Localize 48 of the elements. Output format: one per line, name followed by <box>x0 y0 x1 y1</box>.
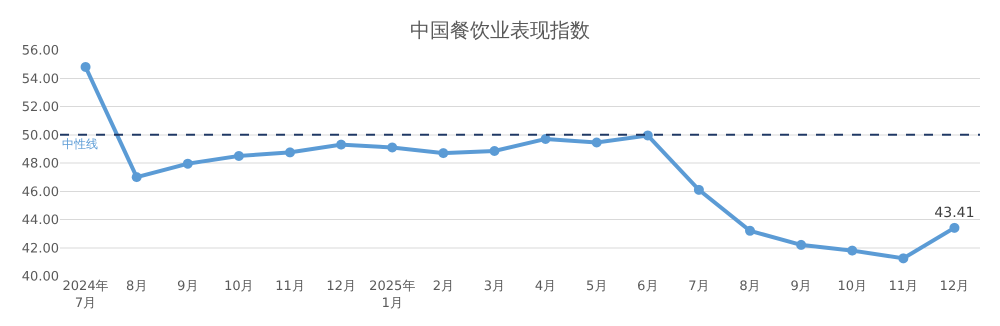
point <box>132 172 142 182</box>
x-tick-label: 7月 <box>688 279 710 294</box>
point <box>234 150 244 161</box>
point <box>949 222 960 233</box>
x-tick-label: 3月 <box>484 279 506 294</box>
y-tick-label: 42.00 <box>22 241 59 256</box>
y-tick-label: 40.00 <box>22 270 59 285</box>
y-tick-label: 50.00 <box>22 128 59 144</box>
y-tick-label: 46.00 <box>22 184 59 200</box>
point <box>796 240 806 250</box>
y-tick-label: 52.00 <box>22 100 59 116</box>
y-tick-label: 54.00 <box>22 72 59 87</box>
x-tick-label: 6月 <box>637 279 658 294</box>
point <box>642 130 653 140</box>
x-tick-label: 10月 <box>224 279 254 294</box>
point <box>592 138 602 148</box>
x-tick-label: 2024年 7月 <box>62 279 109 311</box>
point <box>898 253 908 264</box>
y-tick-label: 48.00 <box>22 156 59 172</box>
x-tick-label: 5月 <box>586 279 608 294</box>
x-tick-label: 10月 <box>837 279 867 294</box>
x-tick-label: 11月 <box>888 279 918 294</box>
point <box>336 140 346 150</box>
point <box>847 246 858 256</box>
x-tick-label: 11月 <box>275 279 305 294</box>
x-tick-label: 2025年 1月 <box>369 279 416 311</box>
x-tick-label: 8月 <box>739 279 761 294</box>
point <box>694 184 704 195</box>
point <box>80 62 91 72</box>
x-tick-label: 9月 <box>177 279 198 294</box>
point <box>182 158 193 169</box>
point <box>489 146 500 156</box>
point <box>438 148 448 158</box>
point <box>285 147 295 158</box>
point <box>387 142 398 152</box>
x-tick-label: 4月 <box>534 279 556 294</box>
data-label: 43.41 <box>934 205 974 222</box>
x-tick-label: 8月 <box>126 279 148 294</box>
x-tick-label: 12月 <box>940 279 970 294</box>
x-tick-label: 2月 <box>432 279 454 294</box>
ref-line-label: 中性线 <box>62 137 98 151</box>
chart-title: 中国餐饮业表现指数 <box>410 18 590 42</box>
x-tick-label: 9月 <box>790 279 812 294</box>
y-tick-label: 56.00 <box>22 44 59 59</box>
x-tick-label: 12月 <box>326 279 356 294</box>
point <box>540 134 551 144</box>
point <box>745 226 755 236</box>
y-tick-label: 44.00 <box>22 213 59 228</box>
